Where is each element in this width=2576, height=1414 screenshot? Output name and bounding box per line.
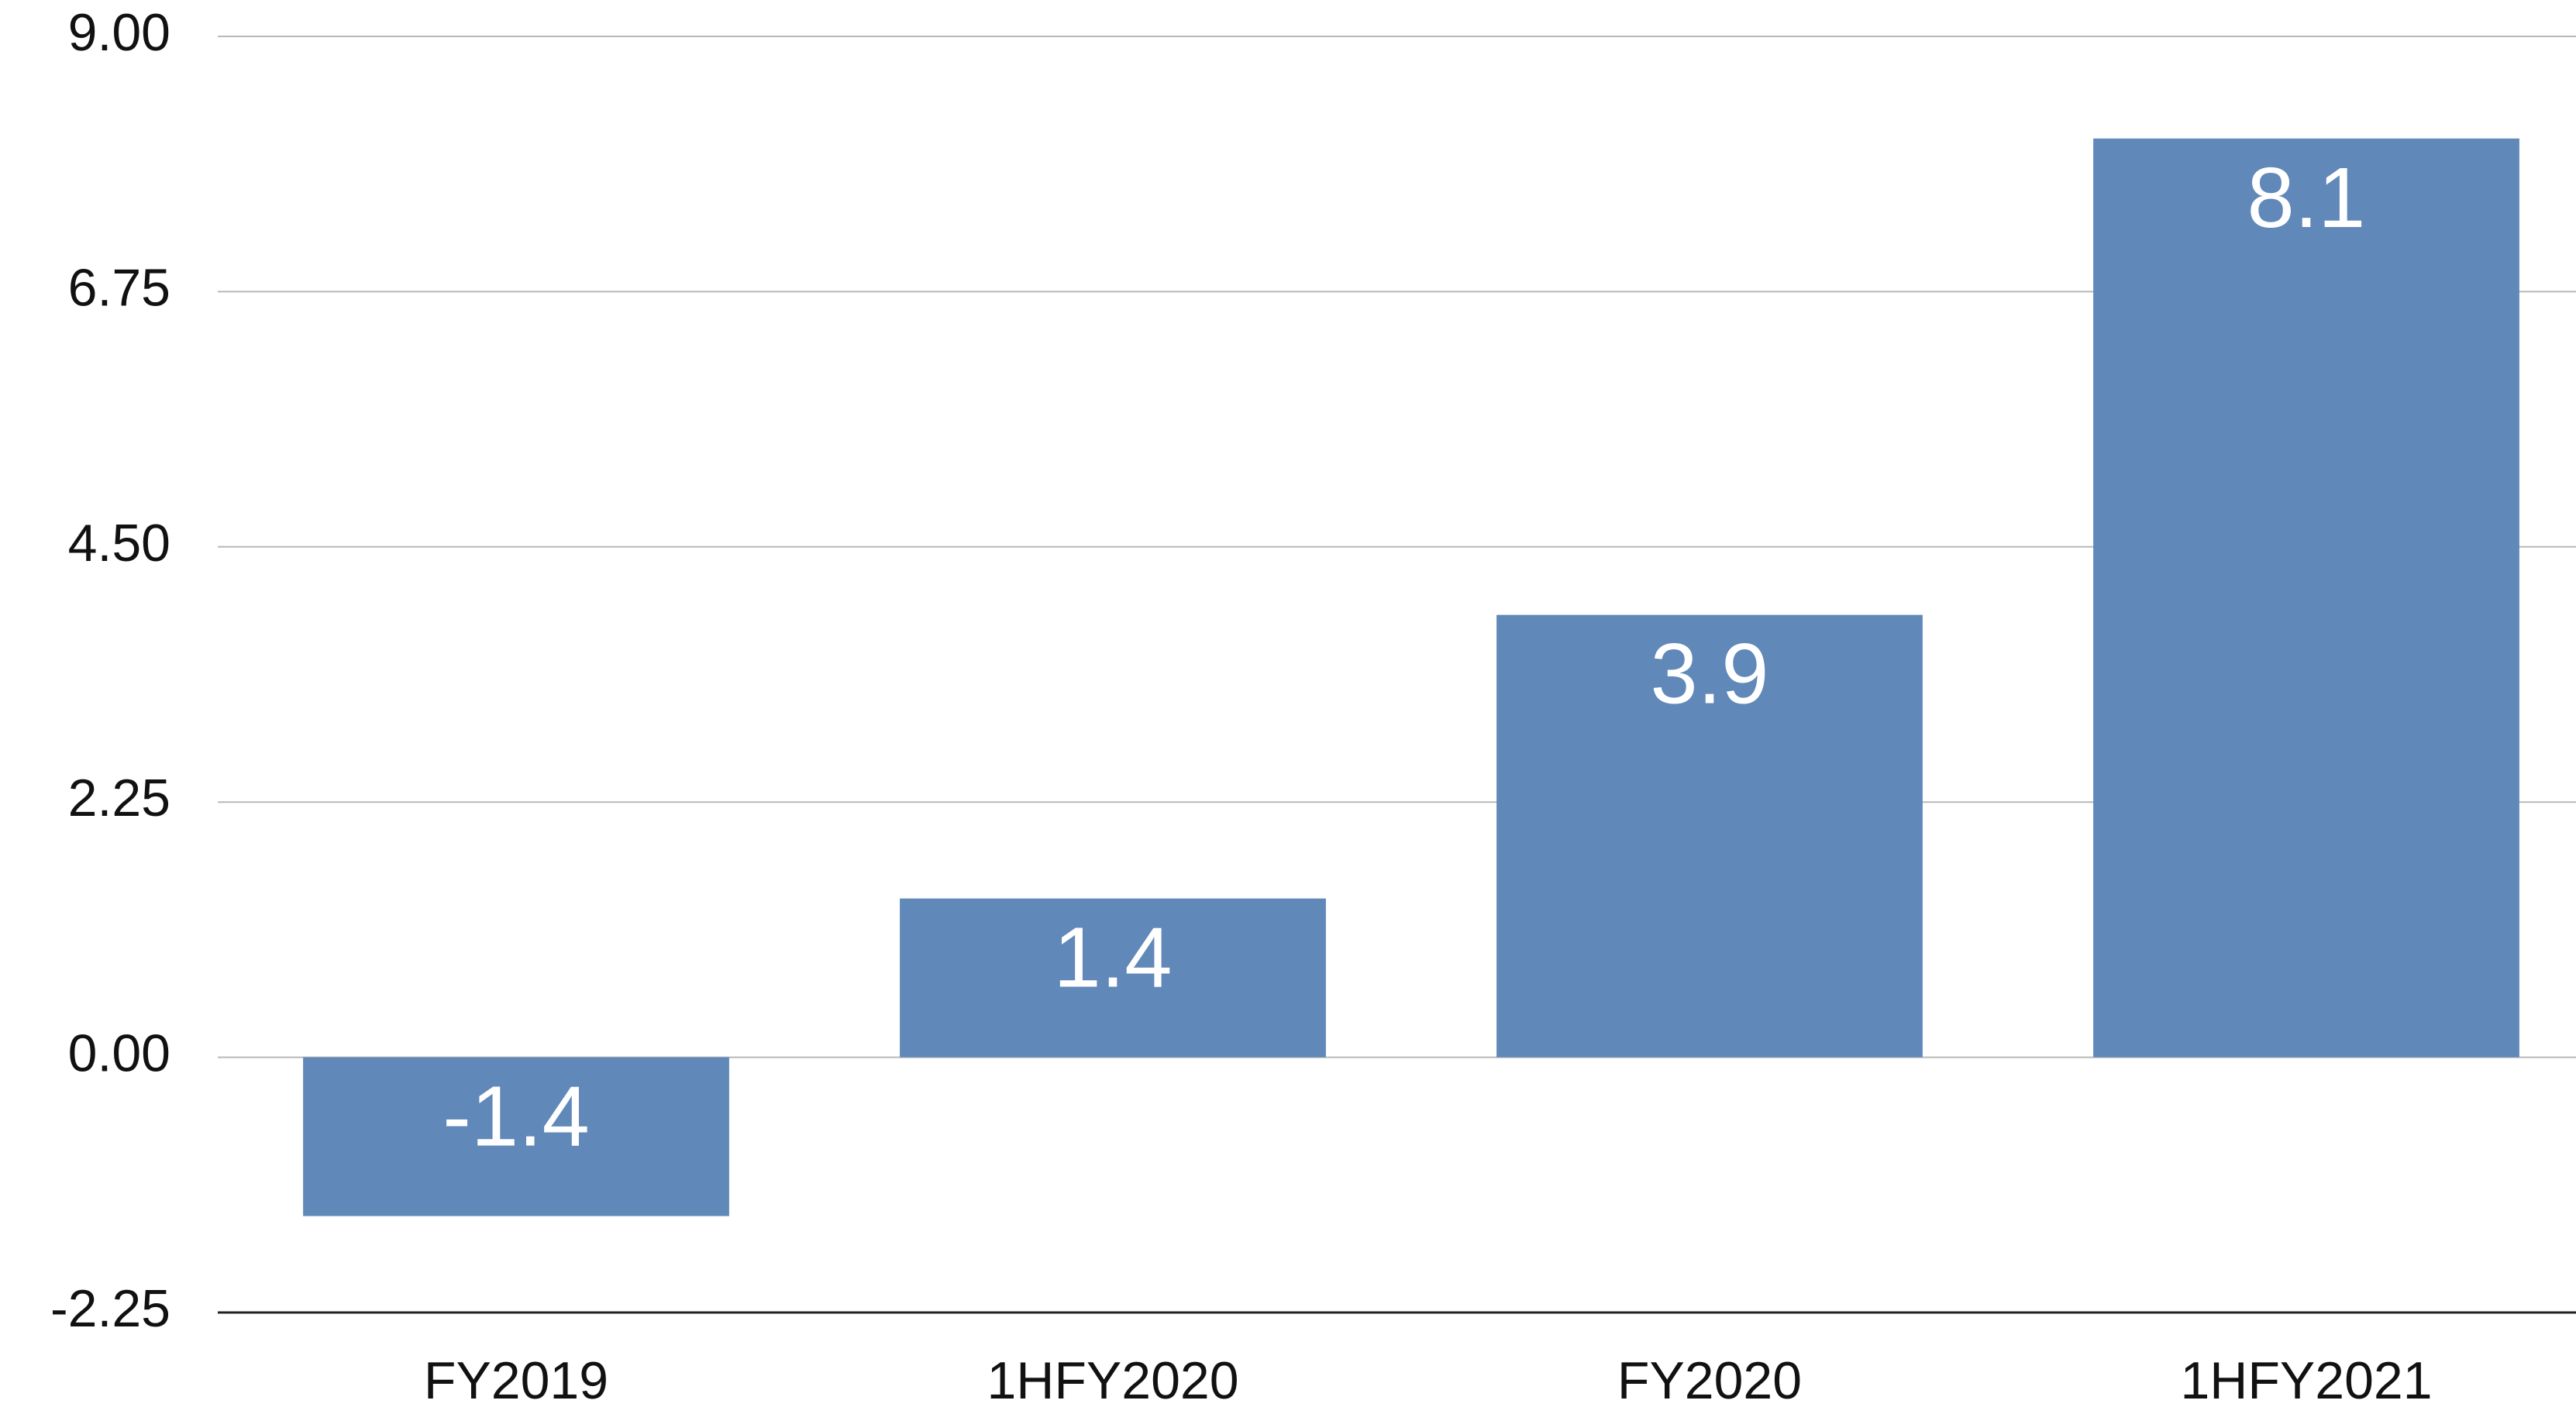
y-tick-label: -2.25 [50,1279,170,1338]
x-tick-label: 1HFY2021 [2180,1351,2432,1410]
bar [1496,614,1923,1058]
bar [2093,138,2519,1058]
y-tick-label: 2.25 [68,769,170,827]
bar [303,1057,729,1216]
x-tick-label: FY2019 [424,1351,608,1410]
data-label: 8.1 [2247,150,2366,246]
data-label: 1.4 [1054,910,1173,1006]
x-tick-label: 1HFY2020 [987,1351,1238,1410]
y-tick-label: 9.00 [68,3,170,62]
y-tick-label: 6.75 [68,258,170,317]
data-label: 3.9 [1651,627,1769,722]
y-tick-label: 4.50 [68,514,170,573]
x-tick-label: FY2020 [1617,1351,1802,1410]
y-tick-label: 0.00 [68,1024,170,1083]
data-label: -1.4 [443,1069,590,1165]
bar [900,898,1326,1058]
